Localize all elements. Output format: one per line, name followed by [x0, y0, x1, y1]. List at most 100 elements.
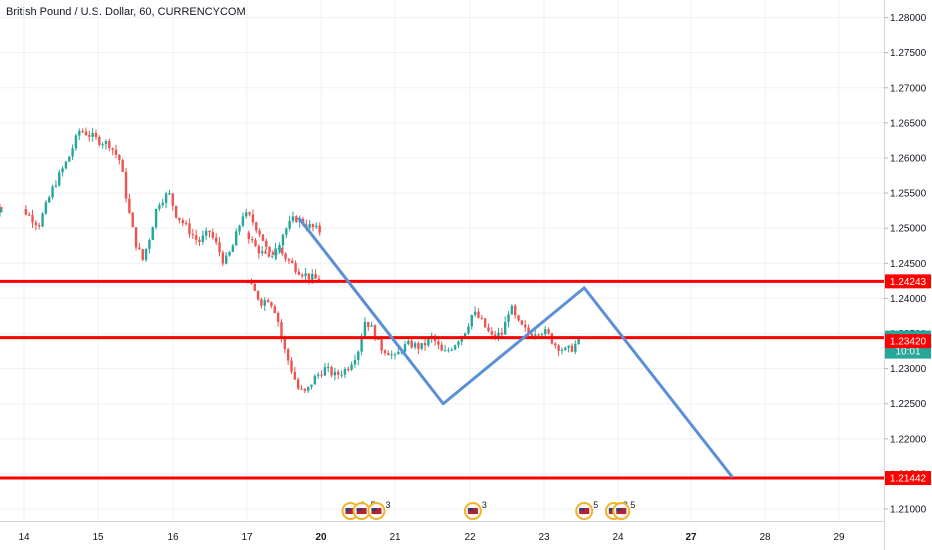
candle-body — [270, 302, 273, 307]
candle-body — [393, 354, 397, 356]
candle-body — [151, 227, 154, 240]
price-tick-label: 1.24000 — [890, 294, 927, 305]
event-count: 5 — [593, 500, 598, 510]
candle-body — [250, 239, 254, 241]
candle-body — [260, 251, 264, 254]
candle-body — [204, 230, 208, 236]
flag-icon-canton — [345, 508, 351, 511]
candle-body — [114, 149, 118, 155]
candle-body — [315, 225, 318, 228]
candle-body — [101, 144, 104, 146]
candle-body — [387, 353, 390, 356]
candle-body — [188, 223, 191, 235]
candle-body — [311, 224, 315, 228]
time-tick-label: 14 — [18, 532, 30, 543]
candle-body — [360, 337, 363, 352]
time-tick-label: 29 — [833, 532, 845, 543]
candle-body — [44, 202, 48, 214]
candle-body — [340, 374, 343, 376]
candle-body — [373, 325, 377, 340]
candle-body — [301, 274, 304, 277]
candle-body — [286, 349, 290, 361]
candle-body — [281, 234, 285, 246]
candle-body — [0, 210, 3, 213]
candle-body — [268, 246, 271, 253]
candle-body — [88, 135, 91, 137]
candle-body — [463, 333, 467, 337]
candle-body — [274, 248, 277, 256]
candle-body — [41, 213, 44, 227]
candle-body — [34, 222, 38, 226]
candle-body — [231, 245, 235, 252]
candle-body — [450, 349, 453, 351]
candle-body — [248, 212, 251, 215]
candle-body — [470, 315, 473, 327]
candle-body — [51, 186, 54, 198]
candle-body — [124, 171, 128, 199]
flag-icon-canton — [616, 508, 622, 511]
candle-body — [245, 212, 248, 217]
candle-body — [514, 305, 517, 316]
candle-body — [320, 374, 323, 376]
candle-body — [178, 217, 181, 221]
candle-body — [308, 224, 311, 228]
candle-body — [54, 185, 58, 187]
candle-body — [291, 260, 294, 264]
price-tick-label: 1.26500 — [890, 118, 927, 129]
candle-body — [241, 216, 245, 226]
chart-title: British Pound / U.S. Dollar, 60, CURRENC… — [6, 6, 246, 18]
candle-body — [184, 223, 188, 225]
candle-body — [390, 354, 393, 356]
candle-body — [337, 371, 340, 375]
pattern-trendline[interactable] — [297, 216, 734, 479]
candle-body — [403, 344, 407, 352]
candle-body — [121, 160, 124, 172]
candle-body — [235, 231, 238, 246]
level-tag-lower — [885, 471, 931, 486]
candle-body — [253, 283, 256, 291]
candle-body — [524, 324, 527, 328]
candle-body — [350, 364, 353, 370]
candle-body — [313, 375, 317, 385]
candle-body — [84, 131, 88, 136]
candle-body — [238, 225, 241, 232]
time-tick-label: 24 — [612, 532, 624, 543]
candle-body — [423, 343, 427, 346]
candle-body — [221, 252, 225, 264]
candle-body — [453, 345, 457, 350]
candle-body — [260, 299, 263, 306]
candle-body — [277, 248, 281, 250]
candle-body — [267, 253, 271, 257]
candle-body — [191, 234, 195, 236]
candle-body — [255, 222, 258, 231]
candle-body — [357, 351, 360, 360]
candle-body — [314, 274, 317, 279]
candle-body — [261, 234, 265, 241]
candle-body — [537, 334, 540, 336]
price-tick-label: 1.25000 — [890, 224, 927, 235]
candle-body — [104, 140, 108, 145]
candle-body — [131, 212, 134, 228]
candle-body — [284, 253, 287, 260]
candle-body — [397, 351, 400, 355]
level-tag-upper-text: 1.24243 — [890, 277, 927, 288]
candle-body — [164, 193, 168, 203]
price-tick-label: 1.24500 — [890, 259, 927, 270]
candle-body — [134, 227, 138, 248]
candle-body — [310, 384, 313, 387]
candle-body — [517, 315, 520, 321]
candle-body — [318, 225, 321, 233]
candle-body — [81, 130, 84, 132]
candle-body — [280, 321, 283, 338]
candle-body — [158, 205, 161, 209]
event-count: 5 — [630, 500, 635, 510]
candle-body — [68, 156, 71, 162]
candle-body — [577, 336, 580, 344]
candle-body — [0, 207, 3, 211]
candle-body — [367, 321, 370, 327]
candle-body — [208, 230, 211, 233]
candle-body — [174, 205, 178, 218]
candle-body — [94, 132, 98, 137]
candle-body — [510, 305, 514, 315]
